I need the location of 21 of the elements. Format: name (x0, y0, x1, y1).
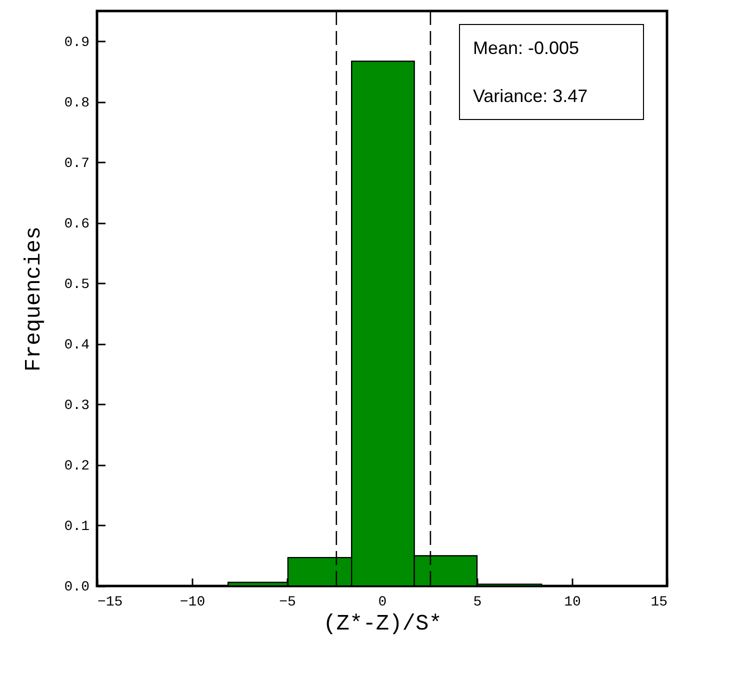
y-tick-label: 0.6 (64, 216, 90, 232)
x-tick-label: 0 (378, 594, 387, 610)
y-tick-label: 0.7 (64, 156, 90, 172)
x-tick-label: 10 (564, 594, 581, 610)
y-tick-label: 0.8 (64, 95, 90, 112)
y-axis-title: Frequencies (21, 226, 46, 372)
annotation: Variance: 3.47 (472, 86, 588, 106)
x-axis-title: (Z*-Z)/S* (323, 612, 442, 636)
y-tick-label: 0.4 (64, 337, 90, 354)
x-tick-label: 15 (650, 594, 668, 610)
y-tick-label: 0.0 (64, 580, 90, 596)
y-tick-label: 0.5 (64, 276, 90, 293)
y-tick-label: 0.3 (64, 398, 90, 414)
y-tick-label: 0.9 (64, 34, 90, 51)
x-tick-label: −5 (279, 594, 296, 610)
annotation: Mean: -0.005 (472, 38, 580, 58)
x-tick-label: −10 (180, 594, 206, 610)
x-tick-label: 5 (473, 594, 482, 610)
x-tick-label: −15 (98, 594, 123, 610)
y-tick-label: 0.2 (64, 458, 90, 474)
y-tick-label: 0.1 (64, 518, 90, 535)
